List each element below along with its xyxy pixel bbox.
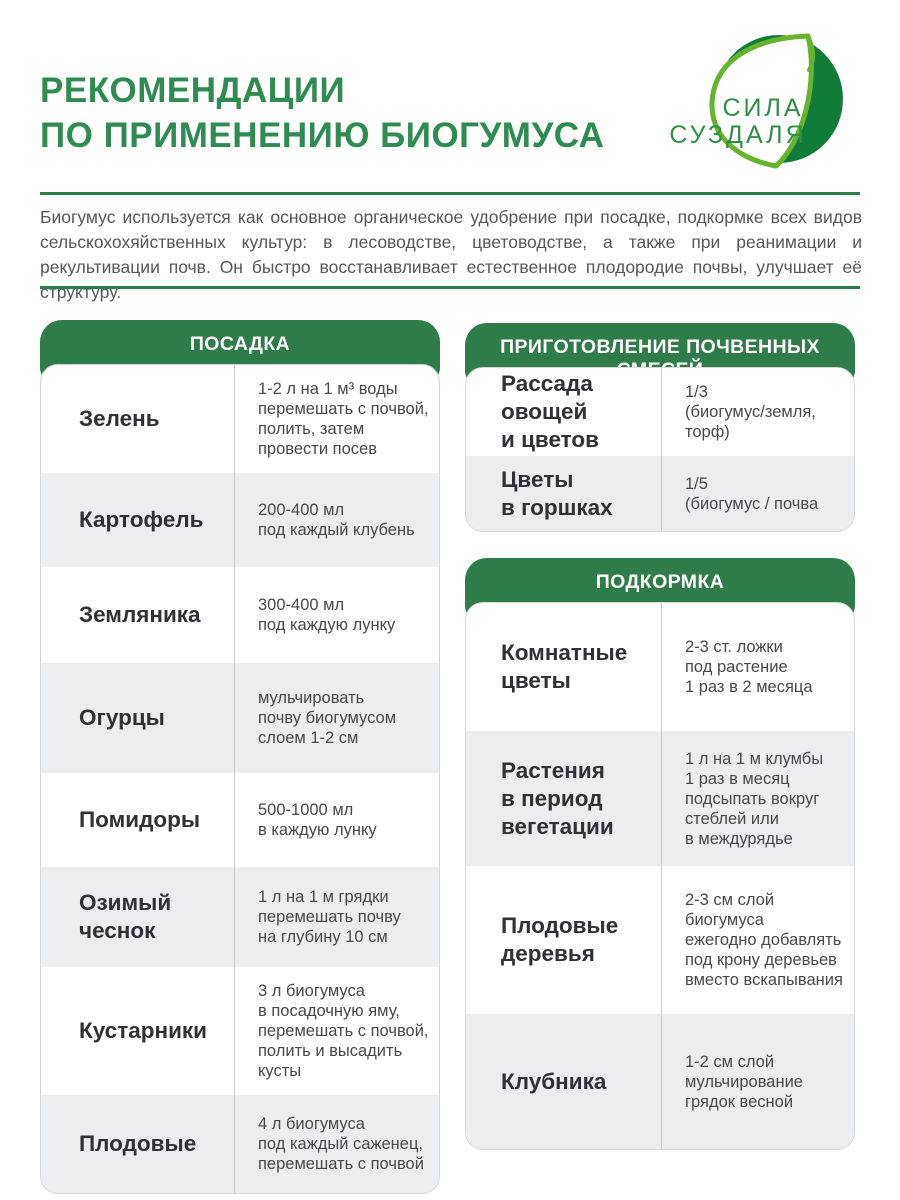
row-value-text: 3 л биогумуса в посадочную яму, перемеша…: [258, 982, 429, 1080]
row-label-text: Зелень: [79, 406, 160, 431]
row-label: Озимый чеснок: [41, 867, 234, 967]
row-value-text: 300-400 мл под каждую лунку: [258, 596, 396, 634]
row-label: Кустарники: [41, 967, 234, 1095]
row-value: 1 л на 1 м грядки перемешать почву на гл…: [234, 867, 439, 967]
table-posadka-body: Зелень 1-2 л на 1 м³ воды перемешать с п…: [40, 364, 440, 1194]
row-value: 1/3 (биогумус/земля, торф): [661, 368, 854, 456]
table-row: Картофель 200-400 мл под каждый клубень: [41, 473, 439, 567]
table-row: Плодовые деревья 2-3 см слой биогумуса е…: [466, 866, 854, 1014]
table-row: Огурцы мульчировать почву биогумусом сло…: [41, 663, 439, 773]
row-value: 500-1000 мл в каждую лунку: [234, 773, 439, 867]
table-podkormka-body: Комнатные цветы 2-3 ст. ложки под растен…: [465, 602, 855, 1150]
row-label: Помидоры: [41, 773, 234, 867]
table-row: Рассада овощей и цветов 1/3 (биогумус/зе…: [466, 368, 854, 456]
row-value: 4 л биогумуса под каждый саженец, переме…: [234, 1095, 439, 1193]
row-label-text: Плодовые: [79, 1131, 197, 1156]
row-value-text: 200-400 мл под каждый клубень: [258, 501, 415, 539]
row-value: 1-2 л на 1 м³ воды перемешать с почвой, …: [234, 365, 439, 473]
row-value: 1/5 (биогумус / почва: [661, 456, 854, 531]
row-value: 200-400 мл под каждый клубень: [234, 473, 439, 567]
row-label-text: Комнатные цветы: [501, 640, 628, 693]
row-label: Плодовые деревья: [466, 866, 661, 1014]
page-title: РЕКОМЕНДАЦИИ ПО ПРИМЕНЕНИЮ БИОГУМУСА: [40, 71, 605, 155]
row-label-text: Цветы в горшках: [501, 466, 613, 520]
row-value: 2-3 см слой биогумуса ежегодно добавлять…: [661, 866, 854, 1014]
table-row: Комнатные цветы 2-3 ст. ложки под растен…: [466, 603, 854, 731]
row-value-text: 1 л на 1 м клумбы 1 раз в месяц подсыпат…: [685, 749, 824, 848]
row-label: Зелень: [41, 365, 234, 473]
row-value-text: 2-3 см слой биогумуса ежегодно добавлять…: [685, 891, 843, 989]
row-label: Земляника: [41, 567, 234, 663]
intro-paragraph: Биогумус используется как основное орган…: [40, 207, 862, 302]
row-value-text: 1/3 (биогумус/земля, торф): [685, 383, 816, 441]
divider-top: [40, 192, 860, 195]
divider-bottom: [40, 286, 860, 289]
row-value-text: мульчировать почву биогумусом слоем 1-2 …: [258, 689, 397, 747]
row-value: 2-3 ст. ложки под растение 1 раз в 2 мес…: [661, 603, 854, 731]
row-label: Картофель: [41, 473, 234, 567]
row-label: Комнатные цветы: [466, 603, 661, 731]
table-podkormka: ПОДКОРМКА Комнатные цветы 2-3 ст. ложки …: [465, 558, 855, 1150]
row-label: Растения в период вегетации: [466, 731, 661, 866]
table-row: Зелень 1-2 л на 1 м³ воды перемешать с п…: [41, 365, 439, 473]
row-value: 1 л на 1 м клумбы 1 раз в месяц подсыпат…: [661, 731, 854, 866]
row-value-text: 500-1000 мл в каждую лунку: [258, 801, 377, 839]
row-value: 300-400 мл под каждую лунку: [234, 567, 439, 663]
table-smesi-body: Рассада овощей и цветов 1/3 (биогумус/зе…: [465, 367, 855, 532]
row-label: Рассада овощей и цветов: [466, 368, 661, 456]
row-label: Огурцы: [41, 663, 234, 773]
row-label: Плодовые: [41, 1095, 234, 1193]
row-label: Цветы в горшках: [466, 456, 661, 531]
table-smesi: ПРИГОТОВЛЕНИЕ ПОЧВЕННЫХ СМЕСЕЙ Рассада о…: [465, 323, 855, 532]
row-label-text: Растения в период вегетации: [501, 757, 614, 839]
row-value-text: 1/5 (биогумус / почва: [685, 474, 819, 513]
table-row: Цветы в горшках 1/5 (биогумус / почва: [466, 456, 854, 531]
row-label-text: Картофель: [79, 507, 204, 532]
brand-logo: СИЛА СУЗДАЛЯ: [645, 28, 857, 172]
logo-leaf: [709, 33, 814, 169]
logo-text-line2: СУЗДАЛЯ: [669, 121, 806, 149]
logo-leaf-stem: [806, 34, 815, 72]
row-value-text: 1 л на 1 м грядки перемешать почву на гл…: [258, 888, 401, 946]
row-label-text: Плодовые деревья: [501, 913, 619, 966]
row-value: 1-2 см слой мульчирование грядок весной: [661, 1014, 854, 1149]
row-value-text: 4 л биогумуса под каждый саженец, переме…: [258, 1115, 424, 1173]
table-row: Клубника 1-2 см слой мульчирование грядо…: [466, 1014, 854, 1149]
row-label-text: Помидоры: [79, 807, 201, 832]
row-label-text: Клубника: [501, 1068, 607, 1094]
table-posadka: ПОСАДКА Зелень 1-2 л на 1 м³ воды переме…: [40, 320, 440, 1194]
table-row: Озимый чеснок 1 л на 1 м грядки перемеша…: [41, 867, 439, 967]
row-label-text: Земляника: [79, 602, 201, 627]
row-value-text: 2-3 ст. ложки под растение 1 раз в 2 мес…: [685, 638, 813, 696]
row-value-text: 1-2 л на 1 м³ воды перемешать с почвой, …: [258, 380, 429, 458]
row-label: Клубника: [466, 1014, 661, 1149]
table-row: Земляника 300-400 мл под каждую лунку: [41, 567, 439, 663]
row-label-text: Кустарники: [79, 1018, 207, 1043]
table-row: Плодовые 4 л биогумуса под каждый сажене…: [41, 1095, 439, 1193]
table-row: Кустарники 3 л биогумуса в посадочную ям…: [41, 967, 439, 1095]
row-label-text: Огурцы: [79, 705, 165, 730]
row-label-text: Озимый чеснок: [79, 890, 172, 943]
table-row: Помидоры 500-1000 мл в каждую лунку: [41, 773, 439, 867]
table-row: Растения в период вегетации 1 л на 1 м к…: [466, 731, 854, 866]
row-label-text: Рассада овощей и цветов: [501, 371, 599, 452]
row-value-text: 1-2 см слой мульчирование грядок весной: [685, 1052, 803, 1111]
leaf-logo-icon: СИЛА СУЗДАЛЯ: [669, 33, 843, 169]
logo-text-line1: СИЛА: [722, 94, 803, 122]
row-value: мульчировать почву биогумусом слоем 1-2 …: [234, 663, 439, 773]
row-value: 3 л биогумуса в посадочную яму, перемеша…: [234, 967, 439, 1095]
